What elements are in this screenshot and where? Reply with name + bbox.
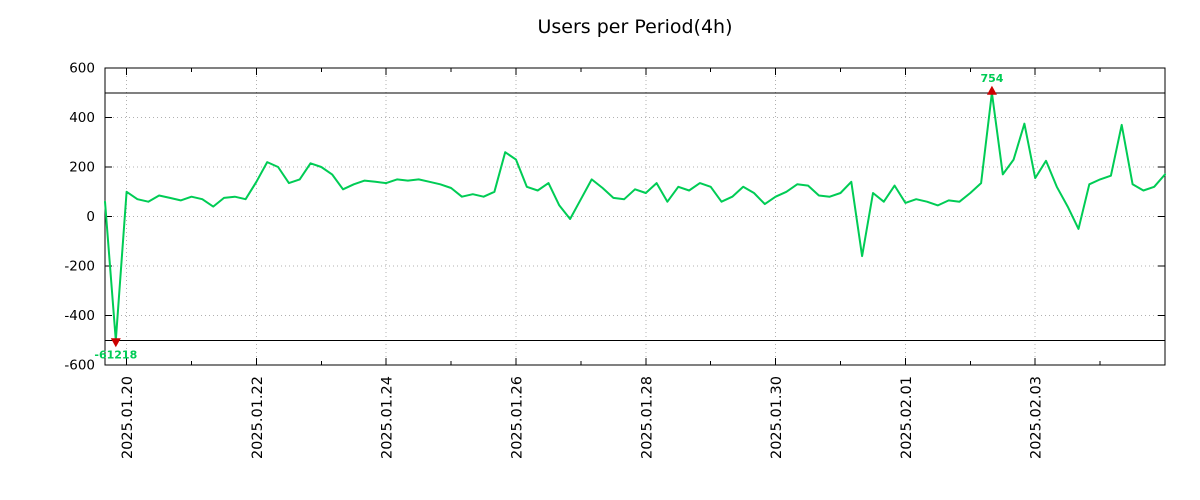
plot-border [104, 67, 1166, 366]
x-tick-label: 2025.01.30 [769, 376, 785, 459]
triangle-up-marker-icon [986, 85, 997, 95]
y-tick-label: -600 [64, 358, 95, 374]
y-tick-label: -200 [64, 259, 95, 275]
annotation-label: -61218 [94, 348, 137, 361]
x-tick-label: 2025.01.22 [250, 376, 266, 459]
x-tick-label: 2025.02.01 [899, 376, 915, 459]
triangle-down-marker-icon [110, 338, 121, 348]
x-tick-label: 2025.01.28 [639, 376, 655, 459]
x-tick-label: 2025.01.24 [380, 376, 396, 459]
y-tick-label: 400 [69, 110, 95, 126]
annotation-label: 754 [980, 72, 1003, 85]
series-line [104, 91, 1166, 342]
x-tick-label: 2025.02.03 [1029, 376, 1045, 459]
chart-title: Users per Period(4h) [537, 16, 733, 38]
y-tick-label: 200 [69, 160, 95, 176]
x-tick-label: 2025.01.26 [510, 376, 526, 459]
y-tick-label: -400 [64, 308, 95, 324]
y-tick-label: 0 [86, 209, 95, 225]
y-tick-label: 600 [69, 61, 95, 77]
x-tick-label: 2025.01.20 [120, 376, 136, 459]
